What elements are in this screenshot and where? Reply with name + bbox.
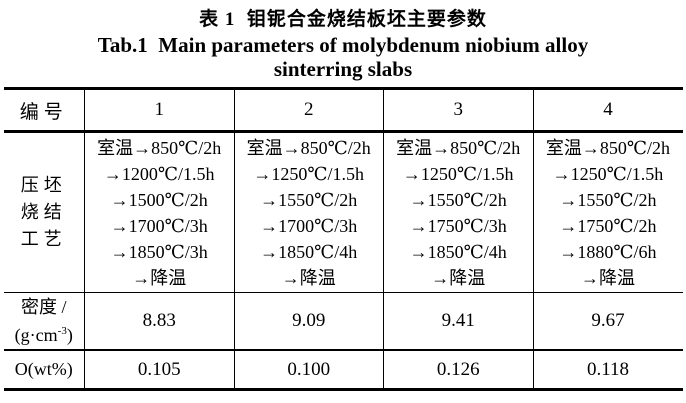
density-value-4: 9.67 (532, 292, 683, 350)
density-value-2: 9.09 (233, 292, 384, 350)
process-cell-3: 室温→850℃/2h →1250℃/1.5h →1550℃/2h →1750℃/… (383, 131, 533, 293)
density-label-line1: 密度 / (20, 297, 67, 317)
process-step: →1550℃/2h (409, 189, 507, 210)
oxygen-value-3: 0.126 (383, 349, 533, 390)
density-row: 密度 / (g·cm-3) 8.83 9.09 9.41 9.67 (3, 292, 683, 350)
density-row-label: 密度 / (g·cm-3) (3, 292, 85, 350)
density-value-3: 9.41 (383, 292, 533, 350)
process-row-label: 压坯 烧结 工艺 (4, 132, 85, 293)
table-caption-zh: 表 1 钼铌合金烧结板坯主要参数 (199, 9, 487, 30)
process-step: →1700℃/3h (110, 215, 208, 236)
process-step: 室温→850℃/2h (545, 137, 671, 158)
oxygen-value-2: 0.100 (233, 349, 384, 390)
process-label-line2: 烧结 (20, 202, 67, 222)
process-label-line1: 压坯 (20, 175, 67, 195)
oxygen-row: O(wt%) 0.105 0.100 0.126 0.118 (3, 349, 683, 390)
oxygen-value-4: 0.118 (532, 349, 683, 390)
table-caption-en-line2: sinterring slabs (273, 57, 413, 81)
process-step: 室温→850℃/2h (246, 137, 371, 158)
process-step: →1700℃/3h (260, 215, 358, 236)
process-step: →1750℃/2h (559, 215, 657, 236)
process-row: 压坯 烧结 工艺 室温→850℃/2h →1200℃/1.5h →1500℃/2… (4, 131, 683, 293)
oxygen-row-label: O(wt%) (3, 349, 85, 390)
process-step: →1500℃/2h (110, 189, 208, 210)
table-caption: 表 1 钼铌合金烧结板坯主要参数 Tab.1 Main parameters o… (0, 0, 686, 81)
table-caption-en-line1: Tab.1 Main parameters of molybdenum niob… (97, 33, 589, 57)
parameters-table: 编号 1 2 3 4 压坯 烧结 工艺 室温→850℃/2h →1200℃/1.… (3, 87, 683, 391)
process-step: →1880℃/6h (559, 241, 657, 262)
process-step: →降温 (281, 267, 336, 288)
header-row: 编号 1 2 3 4 (3, 88, 683, 133)
process-step: →1250℃/1.5h (253, 163, 365, 184)
process-step: →1850℃/3h (110, 241, 208, 262)
process-step: →1850℃/4h (260, 241, 358, 262)
header-col-3: 3 (383, 88, 533, 133)
process-step: →1550℃/2h (260, 189, 358, 210)
density-label-unit: (g·cm-3) (14, 325, 73, 345)
process-label-line3: 工艺 (20, 229, 67, 249)
process-steps-sample1: 室温→850℃/2h →1200℃/1.5h →1500℃/2h →1700℃/… (85, 135, 234, 291)
process-step: →1850℃/4h (409, 241, 507, 262)
process-step: →降温 (581, 267, 635, 288)
process-steps-sample2: 室温→850℃/2h →1250℃/1.5h →1550℃/2h →1700℃/… (235, 135, 384, 291)
process-step: 室温→850℃/2h (97, 137, 222, 158)
header-col-1: 1 (84, 88, 234, 133)
process-step: →1250℃/1.5h (552, 163, 664, 184)
header-label-bianhao: 编号 (3, 88, 85, 133)
process-step: →1250℃/1.5h (402, 163, 514, 184)
process-step: →1550℃/2h (559, 189, 657, 210)
process-cell-2: 室温→850℃/2h →1250℃/1.5h →1550℃/2h →1700℃/… (233, 131, 384, 293)
process-step: 室温→850℃/2h (396, 137, 521, 158)
table-caption-en: Tab.1 Main parameters of molybdenum niob… (0, 33, 686, 81)
header-col-4: 4 (532, 88, 683, 133)
oxygen-value-1: 0.105 (84, 349, 234, 390)
header-col-2: 2 (233, 88, 384, 133)
process-step: →降温 (132, 267, 187, 288)
process-step: →1200℃/1.5h (103, 163, 215, 184)
process-steps-sample3: 室温→850℃/2h →1250℃/1.5h →1550℃/2h →1750℃/… (384, 135, 533, 291)
density-value-1: 8.83 (84, 292, 234, 350)
process-cell-4: 室温→850℃/2h →1250℃/1.5h →1550℃/2h →1750℃/… (532, 131, 683, 293)
process-step: →1750℃/3h (409, 215, 507, 236)
process-step: →降温 (431, 267, 486, 288)
process-cell-1: 室温→850℃/2h →1200℃/1.5h →1500℃/2h →1700℃/… (84, 131, 234, 293)
process-steps-sample4: 室温→850℃/2h →1250℃/1.5h →1550℃/2h →1750℃/… (534, 135, 683, 291)
